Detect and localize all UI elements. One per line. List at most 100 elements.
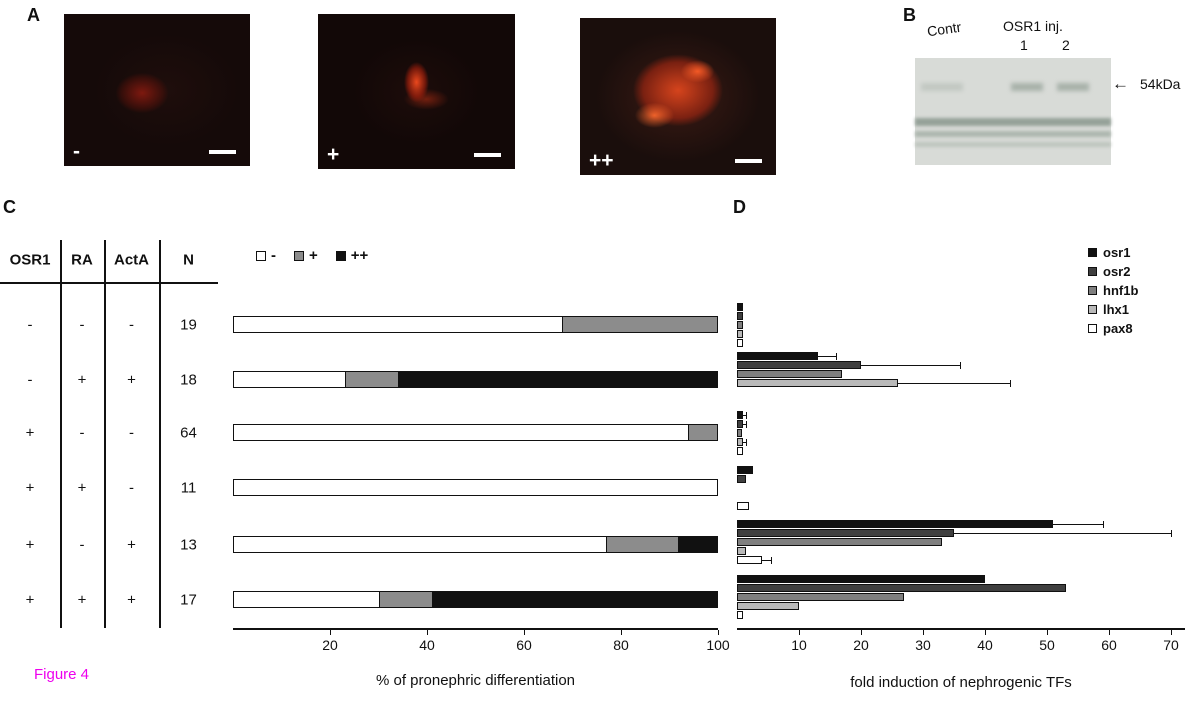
- intensity-label: +: [327, 143, 340, 166]
- table-cell: -: [27, 371, 33, 389]
- blot-band: [915, 131, 1111, 137]
- intensity-label: ++: [589, 149, 614, 172]
- blot-lane-number-2: 2: [1062, 37, 1070, 53]
- panel-b-label: B: [903, 5, 916, 25]
- error-bar-cap: [771, 557, 773, 564]
- x-tick-label: 30: [915, 637, 931, 653]
- x-tick-label: 100: [706, 637, 730, 653]
- fold-bar-lhx1: [737, 379, 899, 387]
- blot-band-faint: [921, 83, 963, 91]
- table-cell: 19: [180, 316, 197, 334]
- legend-item: -: [256, 247, 276, 264]
- legend-swatch: [1088, 286, 1097, 295]
- error-bar-cap: [1171, 530, 1172, 537]
- table-cell: -: [27, 316, 33, 334]
- table-cell: 18: [180, 371, 197, 389]
- x-tick-label: 60: [1101, 637, 1117, 653]
- x-tick: [1171, 630, 1172, 635]
- fold-bar-osr1: [737, 411, 744, 419]
- legend-swatch: [1088, 305, 1097, 314]
- fold-bar-hnf1b: [737, 321, 744, 329]
- fold-bar-lhx1: [737, 602, 799, 610]
- x-tick: [1047, 630, 1048, 635]
- legend-item: +: [294, 247, 318, 264]
- left-arrow-icon: ←: [1112, 74, 1129, 93]
- x-tick-label: 70: [1163, 637, 1179, 653]
- fold-bar-osr1: [737, 520, 1054, 528]
- x-tick: [427, 630, 428, 635]
- blot-band: [915, 118, 1111, 126]
- error-bar-cap: [836, 353, 838, 360]
- table-column-divider: [60, 240, 62, 628]
- table-header-osr1: OSR1: [9, 251, 51, 269]
- fold-bar-hnf1b: [737, 429, 742, 437]
- table-cell: +: [127, 536, 136, 554]
- panel-d-label: D: [733, 197, 746, 217]
- stacked-bar: [233, 536, 718, 553]
- legend-label: lhx1: [1103, 302, 1130, 317]
- legend-swatch: [256, 250, 266, 261]
- fold-bar-osr2: [737, 475, 747, 483]
- legend-swatch: [1088, 324, 1097, 333]
- fold-bar-hnf1b: [737, 538, 942, 546]
- x-tick: [923, 630, 924, 635]
- error-bar-cap: [746, 412, 748, 419]
- table-cell: -: [79, 424, 85, 442]
- legend-label: -: [271, 247, 276, 264]
- bar-segment-plus: [688, 425, 717, 440]
- table-cell: +: [77, 591, 87, 609]
- table-cell: +: [25, 536, 35, 554]
- legend-item: pax8: [1088, 321, 1138, 336]
- legend-swatch: [1088, 267, 1097, 276]
- table-header-ra: RA: [71, 251, 93, 269]
- x-tick-label: 40: [977, 637, 993, 653]
- x-tick: [524, 630, 525, 635]
- fold-bar-hnf1b: [737, 593, 905, 601]
- micrograph-minus: -: [64, 14, 250, 166]
- legend-swatch: [294, 250, 304, 261]
- scale-bar: [209, 150, 236, 154]
- legend-item: ++: [335, 247, 368, 264]
- x-tick-label: 80: [613, 637, 629, 653]
- x-tick: [718, 630, 719, 635]
- bar-segment-minus: [234, 537, 606, 552]
- stacked-bar: [233, 371, 718, 388]
- fold-bar-osr1: [737, 303, 744, 311]
- table-cell: +: [25, 479, 35, 497]
- x-tick-label: 20: [853, 637, 869, 653]
- error-bar: [743, 415, 747, 416]
- fold-bar-lhx1: [737, 438, 744, 446]
- bar-segment-minus: [234, 480, 717, 495]
- x-axis-label: % of pronephric differentiation: [375, 672, 575, 689]
- fold-induction-chart: 10 20 30 40 50 60 70: [737, 240, 1185, 653]
- legend-label: osr1: [1103, 245, 1131, 260]
- table-column-divider: [159, 240, 161, 628]
- table-cell: +: [77, 371, 87, 389]
- error-bar: [743, 424, 747, 425]
- molecular-weight-label: 54kDa: [1140, 76, 1181, 92]
- legend-item: lhx1: [1088, 302, 1138, 317]
- bar-segment-plus: [345, 372, 399, 387]
- error-bar: [861, 365, 961, 366]
- legend-label: hnf1b: [1103, 283, 1139, 298]
- table-header-n: N: [183, 251, 194, 269]
- bar-segment-plusplus: [398, 372, 717, 387]
- error-bar-cap: [746, 421, 748, 428]
- error-bar-cap: [960, 362, 962, 369]
- bar-segment-minus: [234, 317, 563, 332]
- bar-segment-plusplus: [432, 592, 717, 607]
- legend-item: hnf1b: [1088, 283, 1138, 298]
- error-bar-cap: [1102, 521, 1104, 528]
- intensity-label: -: [73, 140, 80, 163]
- x-tick: [985, 630, 986, 635]
- micrograph-plus: +: [318, 14, 515, 169]
- panel-a-label: A: [27, 5, 40, 25]
- x-tick: [861, 630, 862, 635]
- bar-segment-plus: [605, 537, 679, 552]
- stacked-bar: [233, 591, 718, 608]
- bar-segment-plus: [562, 317, 717, 332]
- table-cell: 64: [180, 424, 197, 442]
- bar-segment-plusplus: [678, 537, 717, 552]
- x-tick-label: 10: [791, 637, 807, 653]
- stacked-bar: [233, 316, 718, 333]
